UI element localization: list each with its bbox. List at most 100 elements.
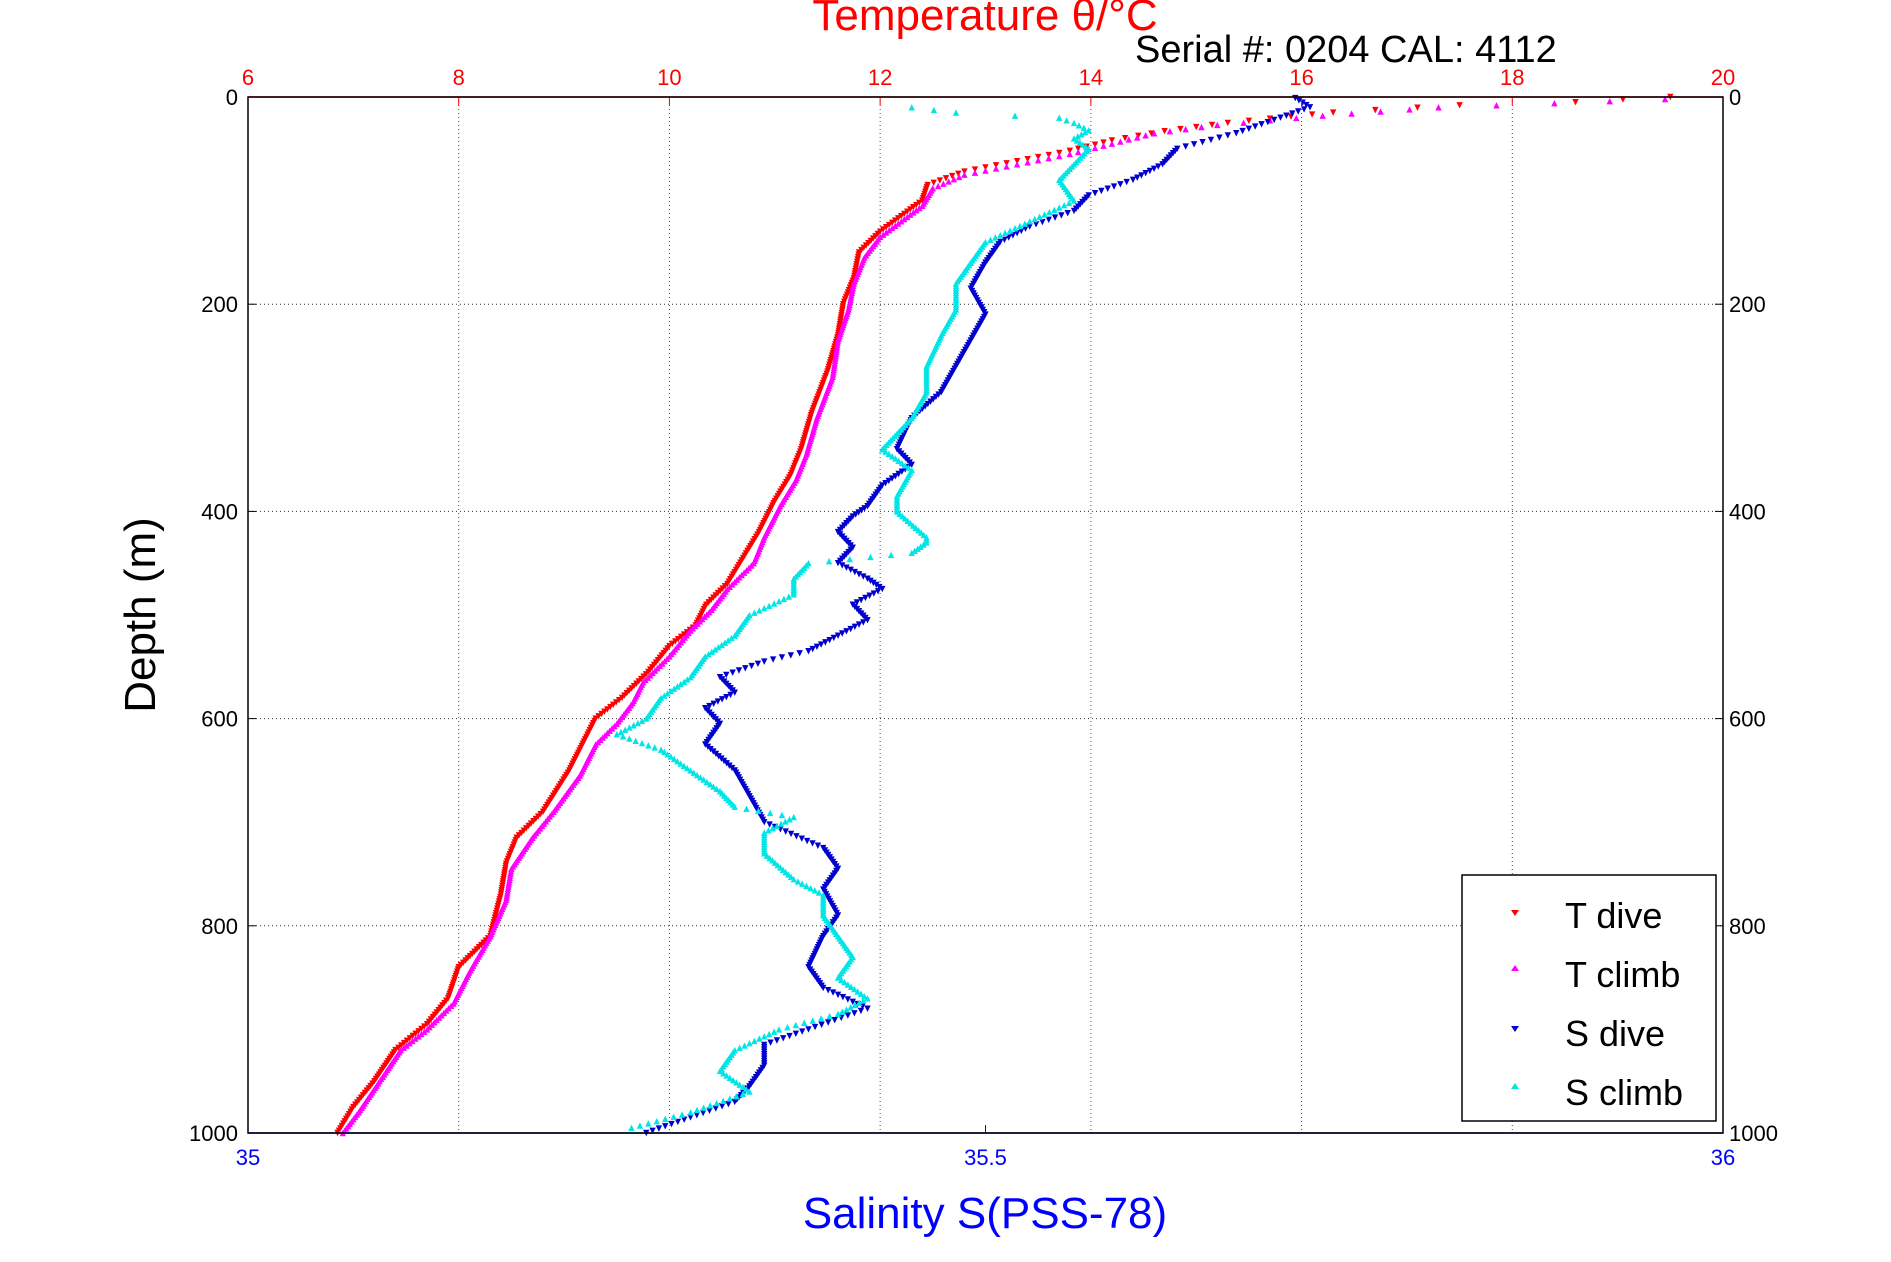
s-dive-point xyxy=(855,571,863,578)
t-climb-point xyxy=(423,1026,431,1033)
t-climb-point xyxy=(898,218,905,225)
s-dive-point xyxy=(834,632,842,639)
s-dive-point xyxy=(754,660,762,668)
t-dive-point xyxy=(395,1044,402,1051)
t-dive-point xyxy=(415,1028,422,1035)
s-climb-point xyxy=(756,607,763,614)
s-climb-point xyxy=(815,889,823,896)
s-climb-point xyxy=(706,1102,714,1109)
s-dive-point xyxy=(830,634,837,642)
t-dive-point xyxy=(677,633,685,641)
s-climb-point xyxy=(775,1026,783,1033)
t-climb-point xyxy=(1075,148,1082,156)
t-climb-point xyxy=(1551,100,1558,107)
s-climb-point xyxy=(670,685,678,692)
t-dive-point xyxy=(409,1032,416,1040)
s-climb-point xyxy=(664,690,671,697)
s-dive-point xyxy=(1233,130,1240,137)
t-climb-point xyxy=(1293,114,1300,122)
s-dive-point xyxy=(818,1021,825,1028)
temperature-tick-label: 10 xyxy=(657,65,681,90)
s-dive-point xyxy=(870,579,877,587)
s-dive-point xyxy=(849,998,856,1005)
s-dive-point xyxy=(1264,118,1272,126)
s-climb-point xyxy=(846,555,853,563)
s-dive-point xyxy=(773,1037,781,1044)
t-climb-point xyxy=(1606,97,1613,105)
t-dive-point xyxy=(423,1021,431,1028)
s-dive-point xyxy=(793,833,800,840)
s-climb-point xyxy=(645,1120,652,1127)
s-dive-point xyxy=(860,573,867,580)
s-climb-point xyxy=(1011,225,1019,232)
s-climb-point xyxy=(1021,220,1029,227)
s-climb-point xyxy=(713,1099,720,1107)
s-climb-point xyxy=(843,1006,850,1013)
t-climb-point xyxy=(913,207,920,214)
t-climb-point xyxy=(907,211,914,218)
salinity-tick-label: 36 xyxy=(1711,1145,1735,1170)
s-dive-point xyxy=(851,623,859,631)
t-dive-point xyxy=(398,1042,405,1049)
t-dive-point xyxy=(916,199,923,207)
s-dive-point xyxy=(844,996,852,1003)
s-climb-point xyxy=(761,604,768,612)
s-climb-point xyxy=(700,776,707,783)
s-dive-point xyxy=(1299,99,1306,106)
s-dive-point xyxy=(780,1035,787,1042)
s-dive-point xyxy=(706,702,713,710)
s-climb-point xyxy=(664,751,671,758)
s-dive-point xyxy=(731,689,738,696)
t-climb-point xyxy=(1045,154,1052,162)
s-climb-point xyxy=(834,974,842,981)
s-climb-point xyxy=(952,109,960,116)
t-climb-point xyxy=(1066,150,1073,158)
s-dive-point xyxy=(668,1120,675,1128)
t-dive-point xyxy=(595,713,602,720)
t-dive-point xyxy=(1208,121,1216,129)
s-dive-point xyxy=(725,1100,732,1108)
s-climb-point xyxy=(651,744,658,751)
s-climb-point xyxy=(817,1015,825,1022)
t-dive-point xyxy=(1414,104,1421,111)
s-dive-point xyxy=(1239,127,1246,135)
t-climb-point xyxy=(992,165,1000,172)
t-dive-point xyxy=(879,226,887,233)
t-dive-point xyxy=(403,1037,411,1044)
depth-tick-label-right: 600 xyxy=(1729,707,1766,732)
s-dive-point xyxy=(662,1123,669,1130)
legend-label-t-dive: T dive xyxy=(1565,895,1662,936)
s-dive-point xyxy=(851,1010,858,1017)
t-climb-point xyxy=(950,175,958,183)
s-dive-point xyxy=(834,991,842,999)
s-climb-point xyxy=(1056,204,1063,211)
s-climb-point xyxy=(826,1012,833,1020)
s-climb-point xyxy=(674,683,681,690)
s-dive-point xyxy=(706,1107,713,1114)
s-climb-point xyxy=(1063,117,1070,124)
t-climb-point xyxy=(982,167,989,174)
s-dive-point xyxy=(1013,229,1021,237)
s-dive-point xyxy=(824,987,832,994)
s-dive-point xyxy=(1300,106,1308,113)
s-climb-point xyxy=(729,1076,737,1084)
s-climb-point xyxy=(690,769,697,776)
t-climb-point xyxy=(904,213,911,221)
t-climb-point xyxy=(418,1030,425,1038)
s-dive-point xyxy=(712,1105,719,1112)
s-climb-point xyxy=(775,597,783,605)
salinity-tick-label: 35.5 xyxy=(964,1145,1007,1170)
s-climb-point xyxy=(628,1124,635,1132)
s-climb-point xyxy=(733,1092,740,1100)
t-dive-point xyxy=(930,179,937,187)
s-climb-point xyxy=(838,976,845,984)
s-climb-point xyxy=(705,650,712,658)
s-climb-point xyxy=(677,760,684,767)
plot-frame xyxy=(247,96,1724,1134)
s-climb-point xyxy=(857,990,865,997)
t-climb-point xyxy=(406,1040,413,1047)
t-dive-point xyxy=(888,219,896,226)
temperature-tick-label: 16 xyxy=(1289,65,1313,90)
t-climb-point xyxy=(919,202,926,209)
s-climb-point xyxy=(854,988,861,995)
